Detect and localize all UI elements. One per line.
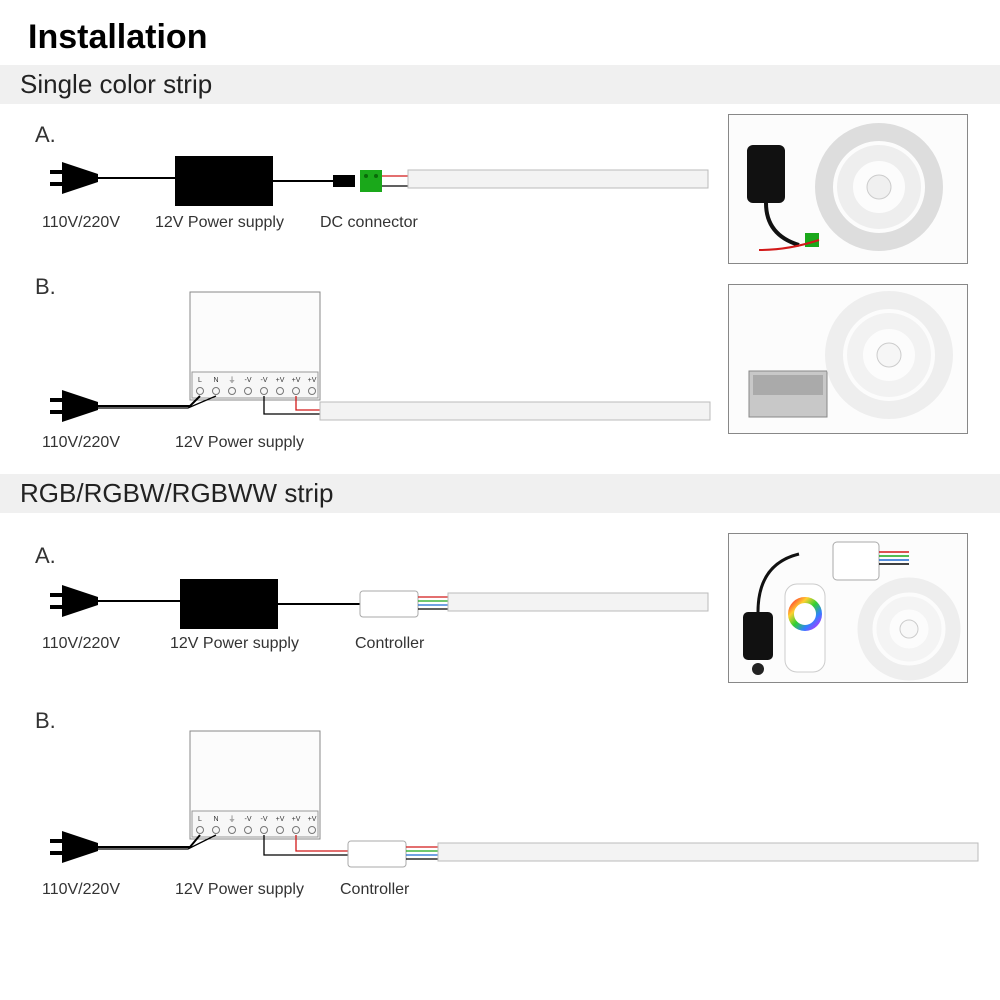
term-label: +V — [308, 377, 317, 384]
term-label: -V — [245, 377, 252, 384]
s2a-ctrl-label: Controller — [355, 635, 424, 653]
term-label: ⏚ — [229, 815, 236, 823]
s1b-psu-label: 12V Power supply — [175, 434, 304, 452]
section1-rowB: B. L N ⏚ -V -V +V +V +V 110V/22 — [0, 274, 1000, 474]
term-label: N — [213, 816, 218, 823]
s2b-svg: L N ⏚ -V -V +V +V +V — [0, 703, 1000, 923]
led-strip — [408, 170, 708, 188]
term-label: -V — [245, 816, 252, 823]
term-label: ⏚ — [229, 376, 236, 384]
s2b-ctrl-label: Controller — [340, 881, 409, 899]
s2a-photo — [728, 533, 968, 683]
s1b-photo — [728, 284, 968, 434]
term-label: L — [198, 816, 202, 823]
led-strip — [448, 593, 708, 611]
term-label: +V — [292, 816, 301, 823]
term-label: L — [198, 377, 202, 384]
s2b-plug-label: 110V/220V — [42, 881, 120, 899]
section2-rowB: B. L N ⏚ -V -V +V +V +V — [0, 703, 1000, 923]
controller-icon — [348, 841, 406, 867]
s2a-psu-label: 12V Power supply — [170, 635, 299, 653]
s1a-photo — [728, 114, 968, 264]
s1a-psu-label: 12V Power supply — [155, 214, 284, 232]
psu-icon — [180, 579, 278, 629]
led-strip — [438, 843, 978, 861]
term-label: -V — [261, 816, 268, 823]
plug-icon — [50, 831, 98, 863]
s2b-psu-label: 12V Power supply — [175, 881, 304, 899]
plug-icon — [50, 390, 98, 422]
controller-icon — [360, 591, 418, 617]
s1b-plug-label: 110V/220V — [42, 434, 120, 452]
term-label: +V — [276, 377, 285, 384]
section2-header: RGB/RGBW/RGBWW strip — [0, 474, 1000, 513]
section1-rowA: A. 110V/220V 12V Power supply DC connect… — [0, 104, 1000, 274]
s1a-plug-label: 110V/220V — [42, 214, 120, 232]
s1a-dc-label: DC connector — [320, 214, 418, 232]
s2a-plug-label: 110V/220V — [42, 635, 120, 653]
term-label: +V — [276, 816, 285, 823]
dc-terminal-icon — [360, 170, 382, 192]
section2-rowA: A. 110V/220V 12V Power supply Controller — [0, 513, 1000, 703]
plug-icon — [50, 162, 98, 194]
plug-icon — [50, 585, 98, 617]
term-label: N — [213, 377, 218, 384]
term-label: +V — [308, 816, 317, 823]
term-label: +V — [292, 377, 301, 384]
dc-jack-icon — [333, 175, 355, 187]
page-title: Installation — [0, 0, 1000, 65]
section1-header: Single color strip — [0, 65, 1000, 104]
led-strip — [320, 402, 710, 420]
term-label: -V — [261, 377, 268, 384]
psu-icon — [175, 156, 273, 206]
